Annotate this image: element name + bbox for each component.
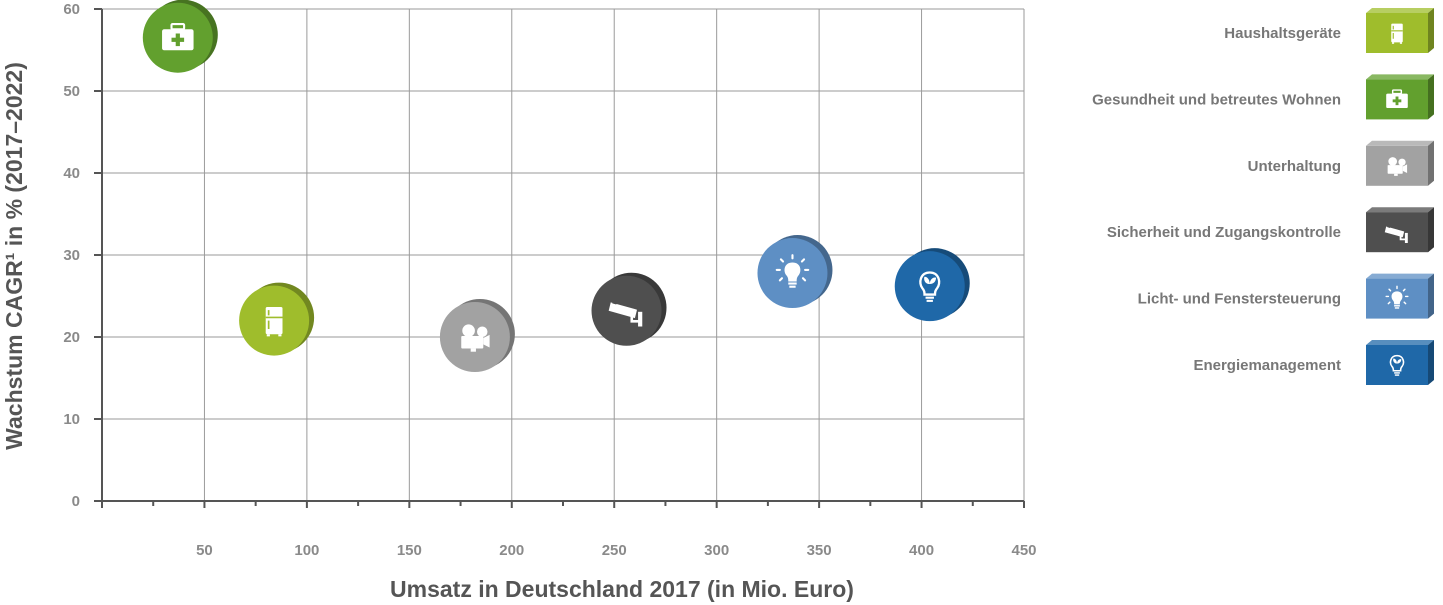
data-point-eco-bulb [894, 248, 970, 322]
legend-label: Gesundheit und betreutes Wohnen [1092, 91, 1341, 108]
x-tick-label: 250 [602, 542, 627, 559]
x-tick-label: 200 [499, 542, 524, 559]
x-tick-label: 50 [196, 542, 213, 559]
data-points [142, 0, 970, 372]
legend: Haushaltsgeräte Gesundheit und betreutes … [1092, 8, 1434, 385]
legend-label: Sicherheit und Zugangskontrolle [1107, 224, 1341, 241]
legend-label: Haushaltsgeräte [1224, 25, 1341, 42]
y-axis-title: Wachstum CAGR¹ in % (2017–2022) [1, 62, 27, 450]
legend-item-first-aid-kit: Gesundheit und betreutes Wohnen [1092, 74, 1434, 120]
x-tick-label: 350 [807, 542, 832, 559]
data-point-movie-camera [439, 299, 515, 372]
y-tick-label: 60 [63, 1, 80, 18]
legend-item-security-camera: Sicherheit und Zugangskontrolle [1107, 207, 1434, 253]
legend-label: Unterhaltung [1248, 158, 1341, 175]
data-point-security-camera [591, 272, 667, 346]
x-axis-title: Umsatz in Deutschland 2017 (in Mio. Euro… [390, 576, 854, 602]
legend-item-fridge: Haushaltsgeräte [1224, 8, 1434, 53]
data-point-fridge [239, 282, 315, 356]
legend-item-movie-camera: Unterhaltung [1248, 140, 1434, 186]
x-tick-label: 300 [704, 542, 729, 559]
x-tick-label: 150 [397, 542, 422, 559]
legend-label: Energiemanagement [1193, 357, 1341, 374]
y-tick-label: 40 [63, 165, 80, 182]
axes [94, 8, 1025, 508]
legend-item-light-bulb: Licht- und Fenstersteuerung [1138, 273, 1434, 319]
grid [102, 8, 1025, 501]
y-tick-label: 20 [63, 329, 80, 346]
x-tick-label: 450 [1011, 542, 1036, 559]
legend-item-eco-bulb: Energiemanagement [1193, 340, 1434, 385]
y-tick-label: 50 [63, 83, 80, 100]
fridge-icon [1390, 23, 1404, 45]
legend-label: Licht- und Fenstersteuerung [1138, 291, 1341, 308]
y-tick-label: 30 [63, 247, 80, 264]
x-tick-label: 400 [909, 542, 934, 559]
data-point-first-aid-kit [142, 0, 218, 73]
data-point-light-bulb [757, 235, 833, 309]
x-tick-label: 100 [294, 542, 319, 559]
y-tick-label: 10 [63, 411, 80, 428]
y-tick-label: 0 [72, 493, 80, 510]
tick-labels: 0 10 20 30 40 50 60 50 100 150 200 250 300 350 400 450 [63, 1, 1036, 559]
fridge-icon [264, 306, 284, 338]
